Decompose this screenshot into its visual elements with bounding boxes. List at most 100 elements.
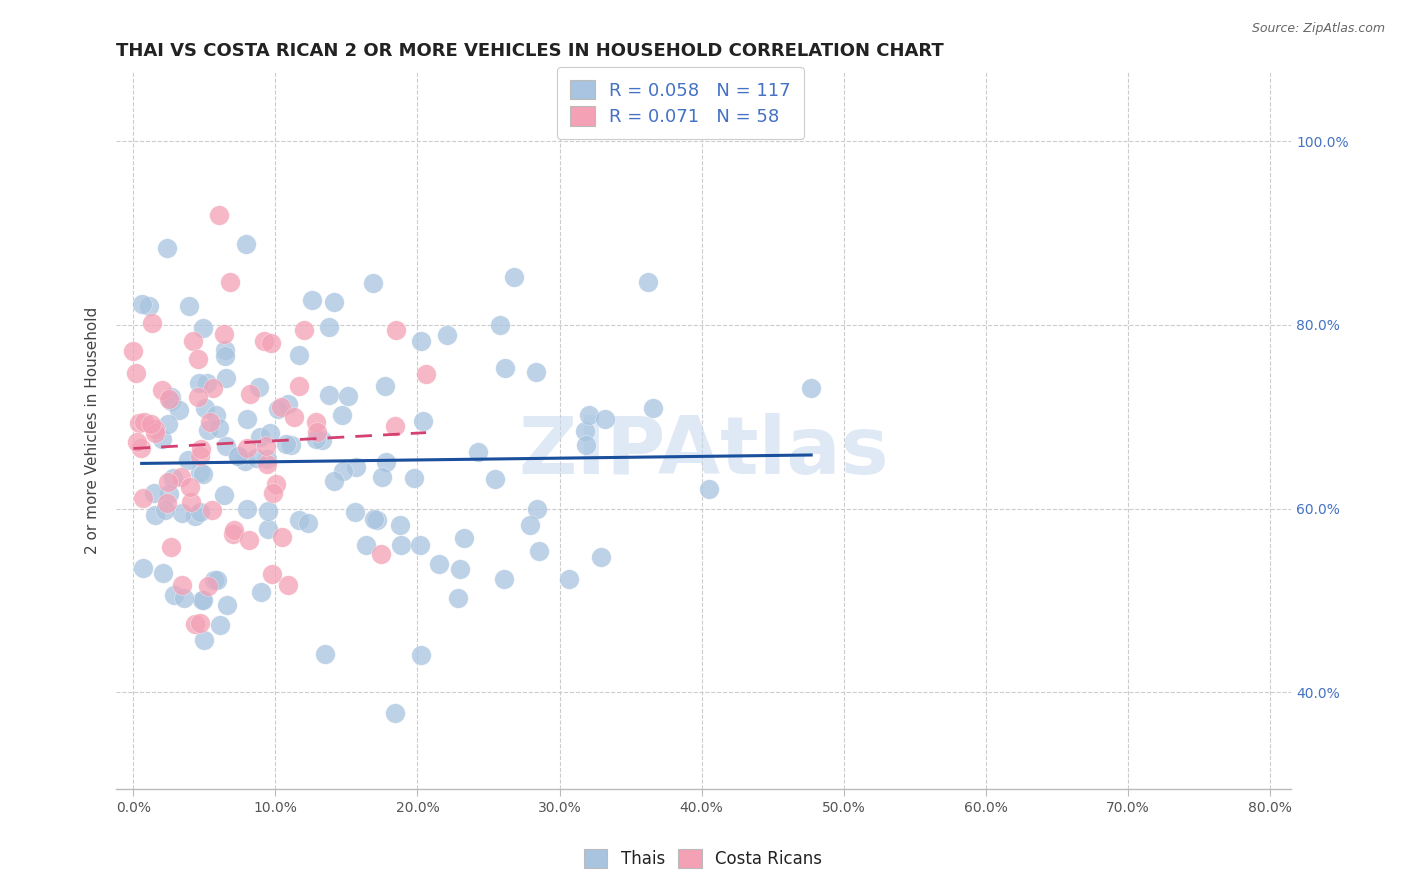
Point — [595, 412, 617, 426]
Point — [188, 615, 211, 630]
Point — [236, 442, 259, 456]
Point — [150, 383, 173, 397]
Point — [363, 276, 385, 290]
Point — [259, 336, 281, 351]
Point — [212, 326, 235, 341]
Point — [204, 574, 226, 588]
Point — [187, 391, 209, 405]
Point — [641, 401, 664, 415]
Point — [277, 397, 299, 411]
Point — [318, 319, 340, 334]
Point — [162, 470, 184, 484]
Point — [208, 208, 231, 222]
Point — [374, 378, 396, 392]
Point — [156, 475, 179, 489]
Point — [427, 558, 450, 572]
Point — [131, 297, 153, 311]
Point — [415, 367, 437, 381]
Point — [374, 455, 396, 469]
Point — [332, 464, 354, 478]
Point — [578, 408, 600, 422]
Point — [197, 579, 219, 593]
Point — [143, 508, 166, 522]
Point — [292, 323, 315, 337]
Point — [195, 376, 218, 391]
Point — [163, 588, 186, 602]
Point — [280, 438, 302, 452]
Point — [191, 593, 214, 607]
Point — [575, 438, 598, 452]
Point — [122, 343, 145, 358]
Point — [236, 411, 259, 425]
Point — [129, 442, 152, 456]
Point — [139, 417, 162, 431]
Point — [323, 294, 346, 309]
Point — [187, 352, 209, 367]
Point — [160, 540, 183, 554]
Point — [205, 573, 228, 587]
Point — [314, 647, 336, 661]
Text: ZIPAtlas: ZIPAtlas — [519, 413, 889, 491]
Point — [385, 323, 408, 337]
Point — [254, 439, 277, 453]
Point — [157, 486, 180, 500]
Point — [557, 572, 579, 586]
Point — [131, 561, 153, 575]
Point — [336, 389, 359, 403]
Point — [384, 418, 406, 433]
Point — [519, 518, 541, 533]
Point — [449, 562, 471, 576]
Point — [297, 516, 319, 531]
Point — [157, 417, 180, 431]
Point — [266, 402, 288, 417]
Point — [800, 381, 823, 395]
Point — [226, 449, 249, 463]
Point — [214, 349, 236, 363]
Point — [172, 577, 194, 591]
Point — [160, 393, 183, 408]
Point — [283, 410, 305, 425]
Point — [288, 379, 311, 393]
Y-axis label: 2 or more Vehicles in Household: 2 or more Vehicles in Household — [86, 307, 100, 554]
Point — [214, 343, 236, 357]
Point — [138, 299, 160, 313]
Point — [453, 531, 475, 545]
Point — [190, 442, 212, 456]
Point — [134, 415, 156, 429]
Point — [235, 236, 257, 251]
Point — [492, 572, 515, 586]
Point — [389, 518, 412, 533]
Point — [447, 591, 470, 605]
Point — [143, 422, 166, 436]
Point — [200, 415, 222, 429]
Point — [305, 425, 328, 439]
Point — [208, 618, 231, 632]
Point — [412, 414, 434, 428]
Point — [322, 475, 344, 489]
Point — [197, 423, 219, 437]
Point — [266, 477, 288, 491]
Point — [188, 376, 211, 390]
Point — [172, 507, 194, 521]
Point — [384, 706, 406, 721]
Point — [305, 432, 328, 446]
Point — [184, 616, 207, 631]
Point — [132, 491, 155, 505]
Point — [190, 593, 212, 607]
Point — [489, 318, 512, 333]
Point — [156, 241, 179, 255]
Point — [219, 275, 242, 289]
Point — [143, 426, 166, 441]
Point — [502, 269, 524, 284]
Point — [404, 471, 426, 485]
Point — [124, 367, 146, 381]
Point — [411, 648, 433, 663]
Point — [193, 632, 215, 647]
Point — [245, 450, 267, 465]
Point — [141, 316, 163, 330]
Point — [157, 392, 180, 406]
Point — [467, 445, 489, 459]
Point — [202, 381, 225, 395]
Point — [411, 334, 433, 349]
Point — [190, 449, 212, 463]
